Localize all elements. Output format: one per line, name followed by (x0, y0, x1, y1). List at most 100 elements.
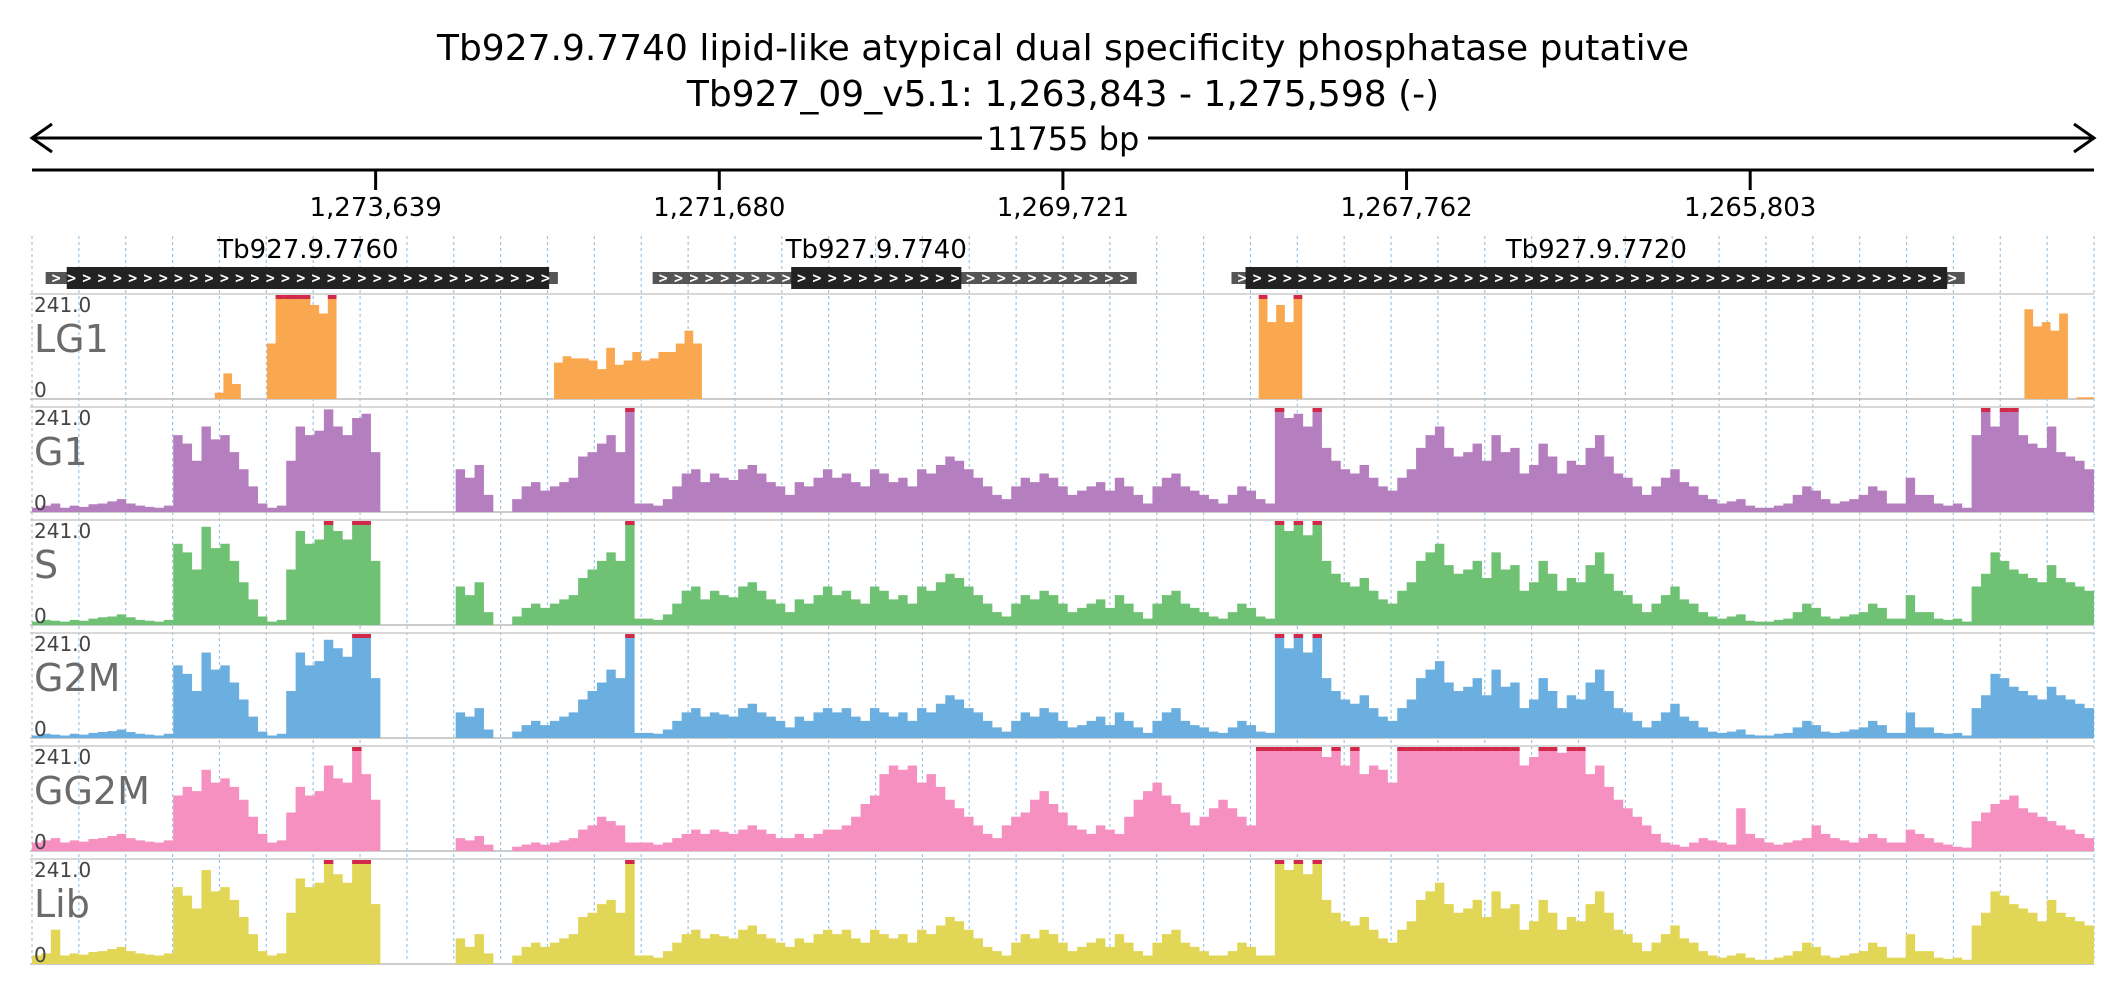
track-max-label: 241.0 (34, 519, 91, 543)
clip-marker (1293, 634, 1304, 638)
track-name-label: G2M (34, 656, 120, 700)
track-min-label: 0 (34, 604, 47, 628)
clip-marker (1293, 521, 1304, 525)
coverage-area (32, 409, 2094, 512)
gene-Tb927-9-7740: >>>>>>>>>>>>>>>>>>>>>>>>>>>>>>> Tb927.9.7… (652, 235, 1137, 289)
arrow-right-icon (2073, 122, 2097, 154)
strand-chevrons: >>>>>>>>>>>>>>>>>>>>>>>>>>>>>>>>> (52, 269, 550, 287)
track-gg2m: 241.0 0 GG2M (30, 745, 2094, 854)
track-g2m: 241.0 0 G2M (30, 632, 2094, 741)
coverage-area (32, 296, 2094, 399)
clip-marker (1274, 521, 1285, 525)
clip-marker (301, 295, 311, 299)
clip-marker (625, 860, 635, 864)
clip-marker (1566, 747, 1577, 751)
clip-marker (293, 295, 302, 299)
track-lib: 241.0 0 Lib (30, 858, 2094, 967)
clip-marker (352, 860, 362, 864)
clip-marker (352, 747, 362, 751)
ruler-tick-label: 1,269,721 (997, 193, 1129, 223)
clip-marker (1397, 747, 1407, 751)
clip-marker (275, 295, 285, 299)
clip-marker (1500, 747, 1511, 751)
clip-marker (1999, 408, 2010, 412)
track-name-label: G1 (34, 430, 88, 474)
clip-marker (352, 634, 362, 638)
clip-marker (361, 521, 371, 525)
clip-marker (1274, 634, 1285, 638)
track-max-label: 241.0 (34, 858, 91, 882)
coverage-area (32, 748, 2094, 851)
coverage-area (32, 635, 2094, 738)
gene-Tb927-9-7760: >>>>>>>>>>>>>>>>>>>>>>>>>>>>>>>>> Tb927.9… (45, 235, 558, 289)
clip-marker (1312, 747, 1322, 751)
track-max-label: 241.0 (34, 293, 91, 317)
clip-marker (1538, 747, 1548, 751)
coverage-area (32, 861, 2094, 964)
coordinate-ruler: 1,273,639 1,271,680 1,269,721 1,267,762 1,26… (32, 168, 2094, 223)
clip-marker (1547, 747, 1558, 751)
clip-marker (1274, 408, 1285, 412)
track-min-label: 0 (34, 717, 47, 741)
span-arrow (29, 122, 2097, 154)
coverage-area (32, 522, 2094, 625)
track-min-label: 0 (34, 943, 47, 967)
clip-marker (1472, 747, 1482, 751)
clip-marker (2009, 408, 2019, 412)
track-max-label: 241.0 (34, 745, 91, 769)
clip-marker (1434, 747, 1445, 751)
coverage-tracks: 241.00LG1241.00G1241.00S241.00G2M241.00G… (30, 293, 2094, 967)
ruler-tick-label: 1,267,762 (1340, 193, 1472, 223)
clip-marker (1312, 521, 1322, 525)
clip-marker (1312, 634, 1322, 638)
clip-marker (1284, 747, 1294, 751)
chart-title: Tb927.9.7740 lipid-like atypical dual sp… (436, 28, 1689, 69)
track-name-label: LG1 (34, 317, 109, 361)
track-min-label: 0 (34, 378, 47, 402)
track-min-label: 0 (34, 830, 47, 854)
clip-marker (1453, 747, 1464, 751)
clip-marker (323, 860, 334, 864)
clip-marker (323, 521, 334, 525)
gene-cds-bar (791, 267, 962, 289)
clip-marker (1331, 747, 1341, 751)
arrow-left-icon (29, 122, 53, 154)
clip-marker (1406, 747, 1417, 751)
clip-marker (1293, 860, 1304, 864)
gene-label: Tb927.9.7760 (216, 235, 398, 265)
clip-marker (1312, 860, 1322, 864)
clip-marker (1510, 747, 1520, 751)
track-max-label: 241.0 (34, 632, 91, 656)
clip-marker (1444, 747, 1454, 751)
gene-Tb927-9-7720: >>>>>>>>>>>>>>>>>>>>>>>>>>>>>>>>>>>>>>>>… (1231, 235, 1965, 289)
strand-chevrons: >>>>>>>>>>>>>>>>>>>>>>>>>>>>>>> (659, 269, 1129, 287)
span-length-label: 11755 bp (987, 120, 1140, 158)
clip-marker (1981, 408, 1991, 412)
clip-marker (625, 521, 635, 525)
clip-marker (1258, 295, 1268, 299)
clip-marker (1265, 747, 1275, 751)
ruler-tick-label: 1,273,639 (309, 193, 441, 223)
clip-marker (361, 634, 371, 638)
track-name-label: GG2M (34, 769, 150, 813)
clip-marker (1274, 747, 1285, 751)
clip-marker (1425, 747, 1435, 751)
gene-track: >>>>>>>>>>>>>>>>>>>>>>>>>>>>>>>>> Tb927.9… (45, 235, 1965, 289)
clip-marker (1274, 860, 1285, 864)
clip-marker (1293, 747, 1304, 751)
ruler-tick-label: 1,265,803 (1684, 193, 1816, 223)
clip-marker (361, 860, 371, 864)
track-name-label: Lib (34, 882, 90, 926)
track-s: 241.0 0 S (30, 519, 2094, 628)
clip-marker (1463, 747, 1473, 751)
ruler-tick-label: 1,271,680 (653, 193, 785, 223)
track-g1: 241.0 0 G1 (30, 406, 2094, 515)
clip-marker (352, 521, 362, 525)
gene-label: Tb927.9.7740 (785, 235, 967, 265)
clip-marker (625, 634, 635, 638)
clip-marker (1256, 747, 1266, 751)
track-name-label: S (34, 543, 58, 587)
gene-label: Tb927.9.7720 (1505, 235, 1687, 265)
track-max-label: 241.0 (34, 406, 91, 430)
